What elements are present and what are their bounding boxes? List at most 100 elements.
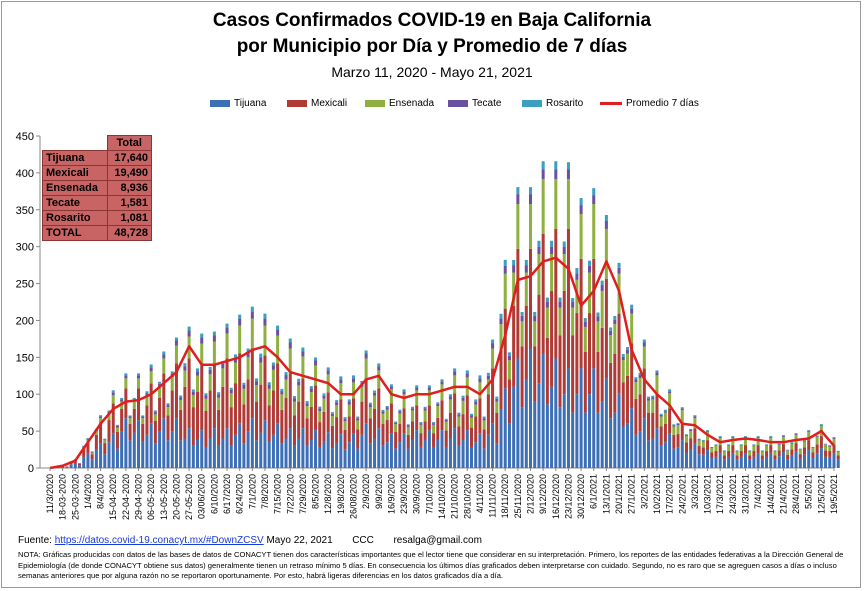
bar-segment-ensenada — [743, 438, 747, 446]
bar-segment-tecate — [364, 353, 368, 359]
bar-segment-tijuana — [718, 453, 722, 468]
bar-segment-tijuana — [381, 445, 385, 468]
bar-segment-tijuana — [819, 448, 823, 468]
bar-segment-tecate — [276, 329, 280, 336]
bar-segment-mexicali — [343, 429, 347, 450]
bar-segment-tijuana — [625, 423, 629, 468]
bar-segment-mexicali — [377, 388, 381, 429]
x-tick-label: 2/9/2020 — [361, 474, 371, 509]
bar-segment-ensenada — [495, 401, 499, 413]
bar-segment-tijuana — [398, 442, 402, 468]
bar-segment-ensenada — [410, 410, 415, 422]
bar-segment-mexicali — [162, 373, 166, 419]
bar-segment-rosarito — [394, 421, 398, 423]
bar-segment-rosarito — [689, 428, 693, 430]
bar-segment-mexicali — [174, 363, 178, 419]
bar-segment-mexicali — [819, 436, 823, 449]
bar-segment-tijuana — [423, 439, 427, 468]
bar-segment-ensenada — [571, 307, 575, 336]
bar-segment-rosarito — [444, 418, 448, 420]
bar-segment-mexicali — [65, 466, 69, 467]
x-tick-label: 17/2/2021 — [665, 474, 675, 514]
bar-segment-tecate — [280, 391, 284, 395]
bar-segment-tecate — [187, 330, 191, 337]
bar-segment-tecate — [819, 425, 823, 427]
totals-header-row: Total — [43, 135, 153, 151]
bar-segment-ensenada — [347, 404, 351, 417]
bar-segment-tijuana — [571, 412, 575, 468]
bar-segment-tijuana — [647, 440, 651, 468]
bar-segment-tijuana — [457, 445, 461, 468]
bar-segment-tecate — [748, 450, 752, 452]
bar-segment-mexicali — [103, 443, 107, 455]
bar-segment-ensenada — [314, 365, 318, 386]
bar-segment-mexicali — [596, 351, 600, 413]
legend-item-ensenada: Ensenada — [365, 98, 434, 109]
bar-segment-ensenada — [402, 394, 406, 409]
bar-segment-tijuana — [65, 466, 69, 468]
bar-segment-tijuana — [77, 465, 82, 468]
bar-segment-ensenada — [714, 445, 718, 452]
bar-segment-tijuana — [512, 386, 516, 468]
bar-segment-mexicali — [90, 454, 94, 460]
bar-segment-tecate — [115, 425, 119, 428]
bar-segment-ensenada — [128, 418, 132, 424]
x-tick-label: 7/8/2020 — [260, 474, 270, 509]
bar-segment-ensenada — [406, 427, 410, 435]
totals-row: Ensenada 8,936 — [42, 180, 153, 196]
bar-segment-tecate — [402, 391, 406, 395]
bar-segment-rosarito — [137, 373, 141, 376]
bar-segment-mexicali — [170, 390, 174, 432]
x-tick-label: 24/3/2021 — [728, 474, 738, 514]
x-tick-label: 14/10/2020 — [437, 474, 447, 519]
y-tick-label: 250 — [16, 279, 34, 291]
bar-segment-tecate — [592, 195, 596, 205]
bar-segment-tijuana — [743, 453, 747, 468]
bar-segment-tecate — [90, 451, 94, 453]
series-line-promedio-7-dias — [49, 256, 835, 470]
bar-segment-tecate — [373, 392, 377, 396]
bar-segment-ensenada — [647, 400, 651, 413]
bar-segment-tecate — [529, 194, 533, 205]
bar-segment-rosarito — [351, 375, 355, 379]
bar-segment-rosarito — [735, 450, 739, 451]
bar-segment-mexicali — [246, 379, 250, 432]
bar-segment-tecate — [465, 373, 469, 378]
bar-segment-tijuana — [566, 368, 570, 468]
bar-segment-tijuana — [520, 407, 524, 468]
bar-segment-ensenada — [77, 463, 82, 464]
x-tick-label: 17/3/2021 — [715, 474, 725, 514]
bar-segment-mexicali — [221, 386, 225, 439]
x-tick-label: 31/3/2021 — [740, 474, 750, 514]
bar-segment-rosarito — [280, 388, 284, 392]
bar-segment-mexicali — [267, 405, 271, 442]
bar-segment-rosarito — [314, 357, 318, 361]
bar-segment-mexicali — [499, 349, 503, 409]
bar-segment-mexicali — [99, 423, 103, 444]
bar-segment-rosarito — [794, 433, 798, 435]
bar-segment-ensenada — [162, 358, 166, 374]
bar-segment-tecate — [693, 416, 697, 419]
bar-segment-tijuana — [663, 442, 667, 468]
bar-segment-mexicali — [735, 455, 739, 460]
bar-segment-mexicali — [212, 363, 216, 429]
bar-segment-ensenada — [807, 432, 811, 441]
bar-segment-mexicali — [347, 416, 351, 443]
y-tick-label: 400 — [16, 168, 34, 180]
x-tick-label: 14/4/2021 — [766, 474, 776, 514]
bar-segment-ensenada — [263, 325, 267, 356]
bar-segment-tecate — [663, 411, 667, 413]
x-tick-label: 11/3/2020 — [45, 474, 55, 513]
bar-segment-rosarito — [634, 377, 638, 380]
bar-segment-rosarito — [710, 446, 714, 448]
bar-segment-ensenada — [550, 254, 554, 291]
bar-segment-ensenada — [280, 394, 284, 410]
footer-source-link[interactable]: https://datos.covid-19.conacyt.mx/#DownZ… — [54, 535, 264, 546]
bar-segment-mexicali — [554, 228, 558, 359]
bar-segment-mexicali — [225, 358, 229, 429]
bar-segment-tijuana — [482, 448, 486, 468]
bar-segment-mexicali — [765, 451, 769, 457]
bar-segment-ensenada — [208, 374, 212, 391]
x-tick-label: 7/1/2020 — [247, 474, 257, 509]
bar-segment-rosarito — [571, 298, 575, 302]
